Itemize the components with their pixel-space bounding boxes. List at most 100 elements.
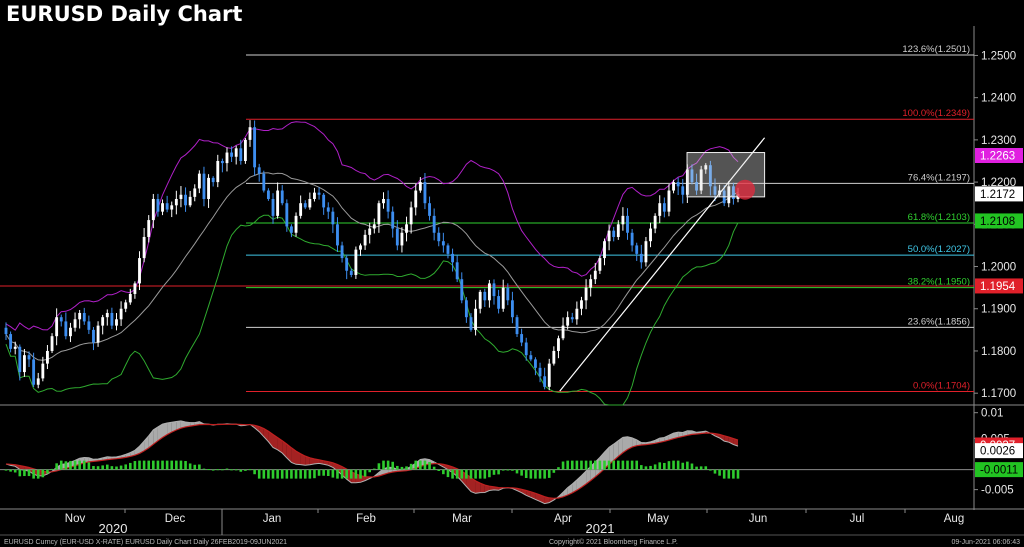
candle bbox=[437, 227, 441, 247]
candle bbox=[570, 312, 574, 323]
candle bbox=[271, 193, 275, 224]
candle-body bbox=[262, 173, 266, 191]
histogram-bar bbox=[676, 460, 680, 470]
month-label: Dec bbox=[165, 513, 186, 525]
histogram-bar bbox=[23, 469, 26, 477]
histogram-bar bbox=[561, 461, 565, 470]
candle-body bbox=[418, 182, 422, 191]
candle-body bbox=[13, 346, 17, 349]
macd-ribbon bbox=[618, 437, 623, 457]
fib-label: 23.6%(1.1856) bbox=[908, 316, 970, 327]
candle-body bbox=[621, 215, 625, 225]
month-label: Apr bbox=[554, 513, 572, 525]
candle-body bbox=[18, 346, 22, 373]
candle-body bbox=[216, 160, 220, 183]
macd-ribbon bbox=[300, 453, 306, 466]
histogram-bar bbox=[405, 466, 408, 470]
histogram-bar bbox=[391, 461, 395, 470]
histogram-bar bbox=[612, 460, 615, 470]
candle bbox=[46, 345, 49, 370]
candle bbox=[294, 212, 298, 237]
histogram-bar bbox=[681, 462, 685, 470]
histogram-bar bbox=[515, 469, 519, 474]
candle bbox=[460, 272, 464, 304]
candle-body bbox=[64, 321, 68, 337]
candle bbox=[492, 279, 496, 305]
candle-body bbox=[147, 220, 151, 237]
candle bbox=[69, 322, 72, 343]
histogram-bar bbox=[317, 469, 321, 476]
month-label: Aug bbox=[944, 513, 964, 525]
candle bbox=[13, 341, 17, 355]
price-tag: 1.2108 bbox=[975, 213, 1023, 229]
candle bbox=[616, 220, 620, 240]
year-label: 2021 bbox=[586, 521, 615, 536]
candle-body bbox=[326, 207, 330, 212]
candle bbox=[552, 346, 556, 366]
histogram-bar bbox=[672, 460, 675, 470]
histogram-bar bbox=[299, 469, 302, 479]
price-tag-bg bbox=[975, 147, 1023, 163]
candle bbox=[211, 176, 215, 187]
panel-frame bbox=[0, 26, 1024, 536]
histogram-bar bbox=[621, 460, 625, 470]
candle bbox=[676, 177, 680, 196]
candle-body bbox=[225, 152, 229, 164]
candle-body bbox=[363, 234, 367, 246]
candle-body bbox=[575, 308, 579, 320]
histogram-bar bbox=[211, 469, 215, 471]
histogram-bar bbox=[50, 468, 54, 470]
macd-ribbon bbox=[259, 426, 264, 437]
candle-body bbox=[405, 224, 408, 233]
candle bbox=[151, 193, 155, 229]
histogram-bar bbox=[695, 466, 698, 470]
histogram-bar bbox=[285, 469, 289, 479]
candle bbox=[566, 311, 570, 330]
candle bbox=[441, 232, 445, 253]
candle-body bbox=[368, 228, 372, 235]
candle-body bbox=[299, 203, 303, 216]
histogram-bar bbox=[82, 460, 86, 470]
candle bbox=[672, 179, 675, 194]
candle-body bbox=[391, 211, 395, 229]
histogram-bar bbox=[534, 469, 537, 479]
histogram-bar bbox=[630, 460, 634, 470]
candle bbox=[391, 206, 395, 238]
histogram-bar bbox=[349, 469, 353, 479]
macd-ribbon bbox=[609, 444, 614, 465]
candle-body bbox=[644, 241, 648, 263]
candle bbox=[4, 322, 8, 341]
histogram-bar bbox=[690, 463, 694, 470]
month-label: Feb bbox=[356, 513, 376, 525]
candle bbox=[649, 222, 652, 248]
candle bbox=[658, 195, 662, 224]
macd-ribbon bbox=[471, 477, 476, 494]
histogram-bar bbox=[442, 469, 445, 475]
candle bbox=[506, 283, 510, 306]
histogram-bar bbox=[18, 469, 22, 477]
candle-body bbox=[626, 215, 629, 233]
price-tag-label: 1.1954 bbox=[980, 281, 1016, 293]
candle-body bbox=[243, 139, 247, 161]
histogram-bar bbox=[294, 469, 298, 479]
histogram-bar bbox=[455, 469, 459, 479]
macd-ribbon bbox=[724, 435, 729, 443]
candle-body bbox=[349, 270, 353, 275]
candle-body bbox=[313, 192, 316, 199]
histogram-bar bbox=[497, 469, 500, 475]
candle-body bbox=[359, 245, 362, 250]
macd-ribbon bbox=[719, 434, 725, 442]
candle-body bbox=[372, 224, 376, 229]
histogram-bar bbox=[736, 469, 740, 479]
histogram-bar bbox=[538, 469, 542, 479]
histogram-bar bbox=[409, 463, 413, 470]
candle-body bbox=[713, 186, 717, 195]
footer-left: EURUSD Curncy (EUR-USD X-RATE) EURUSD Da… bbox=[4, 539, 287, 546]
candle-body bbox=[184, 194, 187, 206]
candle-body bbox=[73, 319, 77, 328]
candle-body bbox=[202, 173, 206, 199]
candle-body bbox=[115, 319, 118, 326]
candle bbox=[165, 195, 169, 213]
fib-label: 123.6%(1.2501) bbox=[902, 44, 970, 55]
candle bbox=[299, 195, 303, 219]
